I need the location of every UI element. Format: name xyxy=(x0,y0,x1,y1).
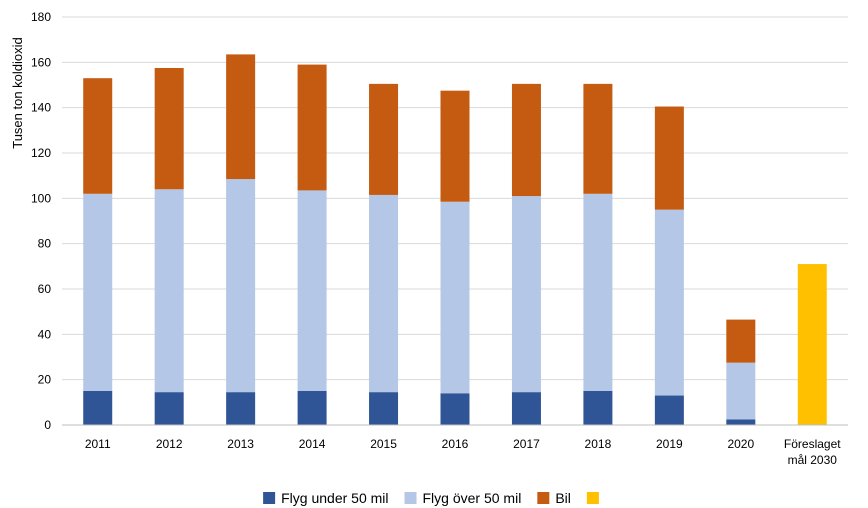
x-tick-label: 2014 xyxy=(299,437,326,451)
legend-swatch xyxy=(263,492,276,504)
y-tick-label: 100 xyxy=(31,191,51,205)
x-tick-label: 2015 xyxy=(370,437,397,451)
bar-2017-series-1 xyxy=(511,196,541,393)
bar-2017-series-2 xyxy=(511,83,541,197)
bars xyxy=(83,54,827,425)
legend-item xyxy=(586,492,599,504)
bar-2012-series-0 xyxy=(154,392,184,425)
bar-2020-series-0 xyxy=(726,419,756,425)
y-axis-title: Tusen ton koldioxid xyxy=(10,37,25,149)
x-tick-label: 2016 xyxy=(442,437,469,451)
bar-2019-series-0 xyxy=(654,395,684,425)
bar-2014-series-0 xyxy=(297,391,327,425)
y-tick-label: 20 xyxy=(38,373,52,387)
x-tick-label: 2018 xyxy=(585,437,612,451)
bar-2015-series-0 xyxy=(369,392,399,425)
x-tick-label: 2020 xyxy=(727,437,754,451)
axes: 0 20 40 60 80 100 120 140 160 180 2011 2012 2013 2014… xyxy=(31,10,848,467)
x-tick-label: 2019 xyxy=(656,437,683,451)
bar-2011-series-1 xyxy=(83,193,113,391)
x-tick-label: 2011 xyxy=(85,437,111,451)
bar-2018-series-0 xyxy=(583,391,613,425)
legend-label: Bil xyxy=(555,490,571,506)
y-tick-label: 140 xyxy=(31,101,51,115)
bar-2011-series-2 xyxy=(83,78,113,194)
legend-label: Flyg under 50 mil xyxy=(281,490,388,506)
bar-2016-series-0 xyxy=(440,393,470,425)
x-tick-label: Föreslaget mål 2030 xyxy=(784,437,841,467)
bar-2020-series-1 xyxy=(726,362,756,420)
bar-2012-series-2 xyxy=(154,68,184,190)
legend-swatch xyxy=(537,492,550,504)
legend-swatch xyxy=(586,492,599,504)
bar-2019-series-2 xyxy=(654,106,684,210)
y-tick-label: 80 xyxy=(38,237,52,251)
x-tick-label: 2013 xyxy=(227,437,254,451)
bar-föreslaget-mål-2030-series-3 xyxy=(797,264,827,425)
bar-2014-series-1 xyxy=(297,190,327,391)
bar-2016-series-2 xyxy=(440,90,470,202)
bar-2019-series-1 xyxy=(654,209,684,396)
bar-2018-series-1 xyxy=(583,193,613,391)
bar-2017-series-0 xyxy=(511,392,541,425)
bar-2013-series-0 xyxy=(226,392,256,425)
y-tick-label: 40 xyxy=(38,327,52,341)
bar-2016-series-1 xyxy=(440,201,470,394)
bar-2018-series-2 xyxy=(583,83,613,194)
x-tick-label: 2012 xyxy=(156,437,183,451)
legend-item: Flyg över 50 mil xyxy=(404,490,522,506)
y-tick-label: 0 xyxy=(44,418,51,432)
bar-2015-series-1 xyxy=(369,194,399,393)
y-tick-label: 60 xyxy=(38,282,52,296)
y-tick-label: 160 xyxy=(31,55,51,69)
bar-2020-series-2 xyxy=(726,319,756,363)
x-tick-label: 2017 xyxy=(513,437,540,451)
legend-swatch xyxy=(404,492,417,504)
bar-2014-series-2 xyxy=(297,64,327,191)
y-tick-label: 120 xyxy=(31,146,51,160)
legend-item: Bil xyxy=(537,490,571,506)
legend-item: Flyg under 50 mil xyxy=(263,490,389,506)
bar-2013-series-2 xyxy=(226,54,256,180)
legend: Flyg under 50 mil Flyg över 50 mil Bil xyxy=(263,490,599,506)
legend-label: Flyg över 50 mil xyxy=(423,490,522,506)
bar-2015-series-2 xyxy=(369,83,399,195)
bar-2012-series-1 xyxy=(154,189,184,393)
bar-2013-series-1 xyxy=(226,179,256,393)
y-tick-label: 180 xyxy=(31,10,51,24)
bar-2011-series-0 xyxy=(83,391,113,425)
